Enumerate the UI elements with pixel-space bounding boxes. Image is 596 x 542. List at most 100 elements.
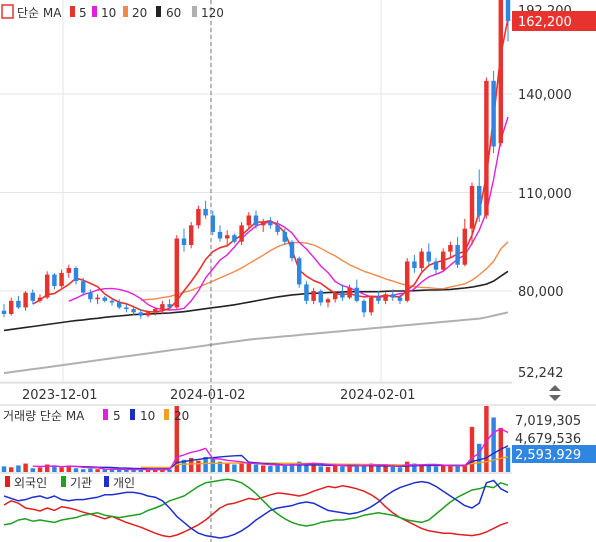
candle-body [253,215,259,226]
candle-body [340,292,345,298]
volume-bar [282,465,288,472]
candle-body [66,268,72,273]
candle-body [383,294,388,301]
volume-bar [397,467,403,472]
legend-label-ma60: 60 [166,6,181,20]
legend-swatch-ma120 [192,6,197,17]
individual-flow-line [3,479,509,539]
volume-bar [59,467,64,472]
candle-body [268,222,273,226]
candle-body [23,292,28,308]
legend-label-ma10: 10 [101,6,116,20]
volume-bar [138,469,144,472]
current-price-badge [512,11,596,31]
candle-body [498,0,504,144]
volume-bar [160,469,165,472]
ma10-line [68,116,509,311]
legend-swatch-institution [61,476,66,487]
candle-body [37,297,43,301]
candle-body [224,235,230,239]
volume-bar [361,465,367,472]
price-legend: 단순 MA 5 10 20 60 120 [1,4,224,20]
volume-bar [174,406,180,472]
candle-body [210,215,216,232]
volume-bar [181,459,187,472]
candle-body [138,312,144,316]
volume-bar [152,469,158,472]
volume-bar [412,463,417,472]
volume-bar [210,458,216,472]
up-arrow-shape [549,385,561,391]
volume-bar [484,406,489,472]
volume-bar [332,465,338,472]
candle-body [174,238,180,308]
candlestick-series [1,0,511,319]
candle-body [1,310,7,314]
price-axis-label: 80,000 [518,285,564,300]
candle-body [116,302,122,308]
volume-bar [505,447,511,472]
volume-bar [52,466,57,472]
legend-swatch-vma5 [103,409,108,420]
candle-body [275,225,280,232]
volume-bar [167,469,172,472]
volume-bar [232,464,237,472]
price-grid [0,0,512,383]
candle-body [476,185,482,216]
candle-body [16,300,21,308]
volume-bar [66,465,72,472]
candle-body [368,297,374,313]
up-down-arrows-icon[interactable] [549,385,561,401]
volume-bar [311,462,316,472]
candle-body [109,300,115,303]
candle-body [361,300,367,313]
candle-body [196,208,201,226]
price-legend-title: 단순 MA [17,6,62,20]
x-axis-label: 2024-01-02 [170,388,246,403]
volume-bar [260,465,266,472]
legend-label-ma20: 20 [132,6,147,20]
candle-body [462,228,468,265]
legend-swatch-line [1,4,14,19]
candle-body [260,222,266,226]
current-volume-value: 2,593,929 [515,448,581,463]
volume-legend: 거래량 단순 MA 5 10 20 [3,409,189,423]
volume-bar [253,464,259,472]
legend-swatch-individual [104,476,109,487]
ma120-line [3,311,509,375]
candle-body [167,304,172,308]
x-axis-label: 2023-12-01 [22,388,98,403]
foreign-flow-line [3,485,509,538]
candle-body [52,274,57,287]
legend-label-vma20: 20 [174,409,189,423]
legend-swatch-ma10 [92,6,97,17]
candle-body [390,294,396,298]
volume-bar [440,465,446,472]
candle-body [8,300,14,314]
volume-bar [116,469,122,472]
volume-bar [224,463,230,472]
current-volume-badge [512,445,596,463]
candle-body [505,0,511,22]
volume-bar [296,461,302,472]
volume-bar [131,469,136,472]
candle-body [232,235,237,242]
volume-bar [455,466,460,472]
volume-bar [80,469,86,472]
candle-body [44,274,50,298]
candle-body [426,251,432,262]
volume-bar [16,465,21,472]
volume-bar [462,464,468,472]
ma60-line [3,270,509,332]
candle-body [296,258,302,285]
volume-ma5-line [32,428,509,471]
volume-bar [390,466,396,472]
volume-bar [30,468,36,472]
legend-label-foreign: 외국인 [14,476,47,490]
price-axis-label: 52,242 [518,366,564,381]
volume-axis-label: 7,019,305 [515,414,581,429]
volume-bar [469,426,475,472]
institution-flow-line [3,478,509,527]
candle-body [203,208,208,216]
